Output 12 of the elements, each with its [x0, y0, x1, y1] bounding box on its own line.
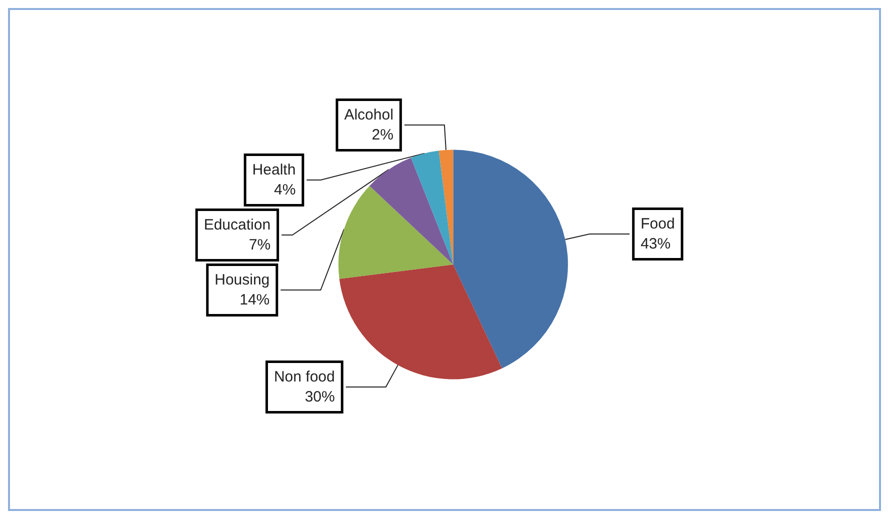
slice-label: Education	[204, 216, 271, 234]
slice-label: Food	[640, 216, 675, 232]
data-label: 14%	[240, 291, 270, 308]
slice-label: Alcohol	[344, 106, 394, 124]
data-label: 30%	[304, 388, 335, 406]
data-label: 43%	[640, 236, 671, 252]
slice-label: Health	[252, 161, 296, 178]
slice-label: Housing	[214, 271, 270, 288]
data-label: 4%	[274, 181, 296, 198]
data-label: 2%	[372, 126, 394, 144]
slice-label: Non food	[274, 368, 335, 386]
data-label: 7%	[248, 236, 271, 254]
